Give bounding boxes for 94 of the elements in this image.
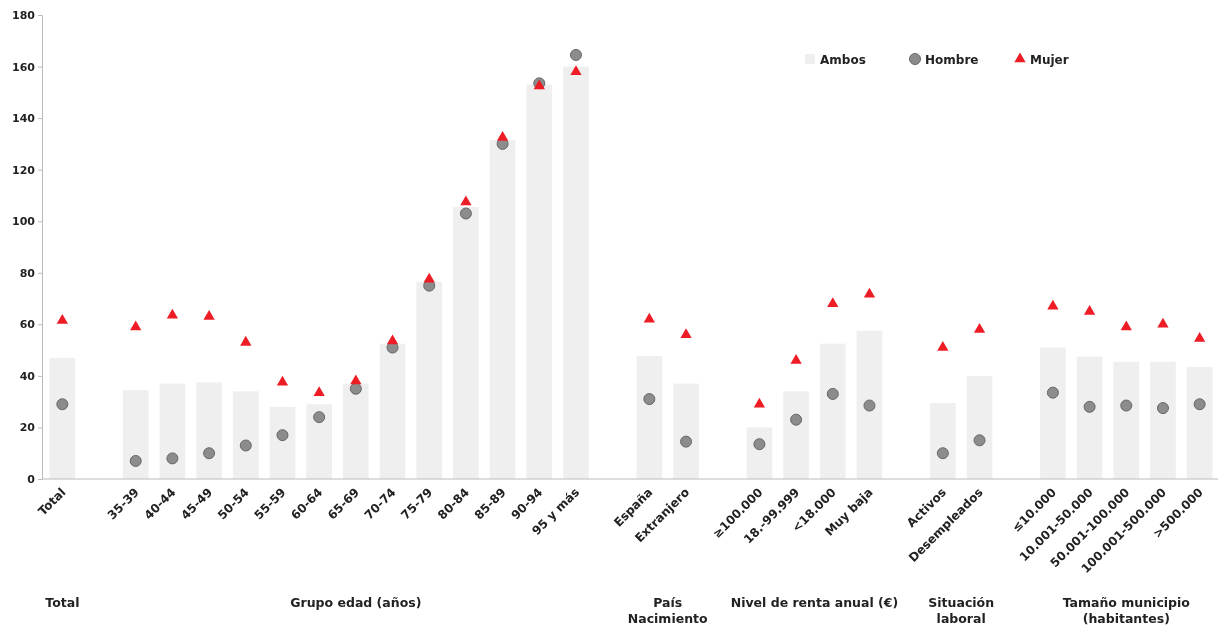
point <box>313 411 326 424</box>
point <box>459 207 472 220</box>
text: Grupo edad (años) <box>290 595 422 610</box>
bar <box>122 390 149 479</box>
bar <box>1186 366 1213 479</box>
bar <box>306 404 332 479</box>
point <box>203 447 216 460</box>
point <box>680 328 692 338</box>
bar <box>379 343 406 479</box>
y-tick-label: 120 <box>12 163 36 177</box>
point <box>937 341 949 351</box>
bar <box>930 402 956 479</box>
y-tick-label: 20 <box>19 421 36 435</box>
point <box>276 429 289 442</box>
text: Tamaño municipio (habitantes) <box>1062 595 1191 626</box>
bar <box>1076 356 1103 479</box>
bar <box>1113 361 1140 479</box>
point <box>276 375 289 386</box>
point <box>166 308 179 319</box>
point <box>569 48 582 61</box>
y-tick-label: 60 <box>19 318 36 332</box>
point <box>753 438 766 451</box>
point <box>753 397 766 408</box>
point <box>313 386 325 396</box>
point <box>166 452 179 465</box>
point <box>56 313 68 324</box>
point <box>973 434 986 447</box>
y-tick-label: 0 <box>27 473 36 487</box>
bar <box>636 356 663 479</box>
text: Situación laboral <box>928 595 995 626</box>
bar <box>783 391 809 479</box>
y-tick-label: 40 <box>19 369 36 383</box>
point <box>460 195 472 206</box>
bar <box>746 427 773 479</box>
legend-label: Ambos <box>820 52 866 67</box>
point <box>496 130 509 141</box>
bar <box>232 391 259 479</box>
point <box>386 334 399 345</box>
bar <box>1040 347 1066 479</box>
point <box>1047 299 1059 310</box>
point <box>1193 398 1206 411</box>
point <box>240 335 252 346</box>
bar <box>159 383 186 479</box>
point <box>826 387 839 400</box>
bar <box>489 140 516 479</box>
point <box>129 454 142 467</box>
point <box>936 447 949 460</box>
point <box>130 320 142 331</box>
y-tick-label: 160 <box>12 60 36 74</box>
point <box>1156 402 1169 415</box>
point <box>203 310 215 320</box>
point <box>1083 400 1096 413</box>
text: Total <box>45 595 80 610</box>
point <box>863 287 876 298</box>
point <box>1194 332 1206 342</box>
point <box>1046 386 1059 399</box>
bar <box>673 383 699 479</box>
point <box>423 272 435 283</box>
point <box>1120 320 1132 331</box>
point <box>1157 317 1169 328</box>
bar <box>1150 361 1176 479</box>
point <box>680 435 693 448</box>
point <box>827 297 839 307</box>
point <box>643 312 655 323</box>
bar <box>453 207 479 479</box>
text: Nivel de renta anual (€) <box>730 595 899 610</box>
bar <box>563 66 589 479</box>
bar <box>819 343 846 479</box>
legend-label: Mujer <box>1030 52 1069 67</box>
bar <box>196 382 222 479</box>
y-tick-label: 100 <box>12 215 36 229</box>
bar <box>343 383 369 479</box>
point <box>973 322 986 333</box>
bar <box>526 84 553 479</box>
point <box>790 413 803 426</box>
y-tick-label: 80 <box>19 266 36 280</box>
point <box>1083 304 1096 315</box>
bar <box>269 406 296 479</box>
bar <box>416 281 443 479</box>
bar <box>49 357 76 479</box>
point <box>643 393 656 406</box>
point <box>1120 399 1133 412</box>
point <box>570 65 582 75</box>
y-tick-label: 140 <box>12 112 36 126</box>
bar <box>856 330 883 479</box>
legend-label: Hombre <box>925 52 979 67</box>
text: País Nacimiento <box>627 595 709 626</box>
y-tick-label: 180 <box>12 9 36 23</box>
point <box>350 374 362 385</box>
point <box>239 439 252 452</box>
point <box>863 399 876 412</box>
point <box>790 353 802 364</box>
bar <box>966 375 993 479</box>
point <box>56 398 69 411</box>
